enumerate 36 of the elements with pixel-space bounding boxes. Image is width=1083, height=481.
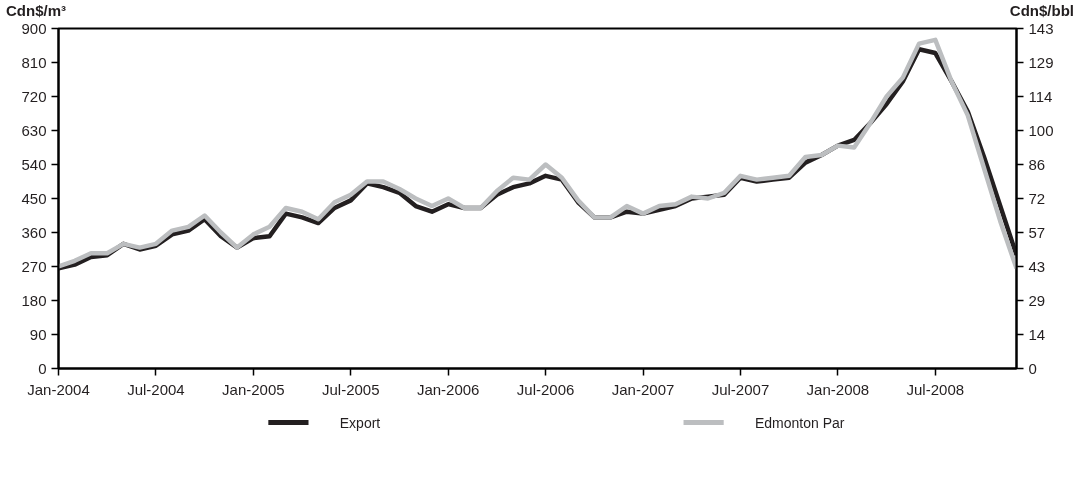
- y-tick-label: 360: [21, 223, 47, 241]
- x-tick-label: Jul-2007: [711, 380, 770, 398]
- x-tick-label: Jan-2005: [222, 380, 285, 398]
- y2-tick-label: 114: [1028, 87, 1053, 105]
- x-tick-label: Jul-2005: [322, 380, 380, 398]
- y2-tick-label: 14: [1028, 325, 1046, 343]
- y2-tick-label: 57: [1028, 223, 1046, 241]
- y2-tick-label: 29: [1028, 291, 1046, 309]
- y2-tick-label: 43: [1028, 257, 1046, 275]
- x-tick-label: Jan-2008: [806, 380, 870, 398]
- legend-label: Edmonton Par: [754, 414, 845, 431]
- legend-label: Export: [339, 414, 381, 431]
- y2-tick-label: 129: [1028, 53, 1054, 71]
- x-tick-label: Jul-2004: [127, 380, 185, 398]
- y2-tick-label: 86: [1028, 155, 1046, 173]
- y2-tick-label: 143: [1028, 19, 1054, 37]
- x-tick-label: Jul-2008: [906, 380, 965, 398]
- y2-tick-label: 0: [1028, 359, 1037, 377]
- y-tick-label: 180: [21, 291, 47, 309]
- y-tick-label: 0: [38, 359, 47, 377]
- y2-tick-label: 72: [1028, 189, 1046, 207]
- x-tick-label: Jan-2004: [27, 380, 90, 398]
- y-tick-label: 270: [21, 257, 47, 275]
- y2-axis-title: Cdn$/bbl: [1009, 1, 1074, 21]
- y-tick-label: 630: [21, 121, 47, 139]
- y-tick-label: 450: [21, 189, 47, 207]
- y-tick-label: 720: [21, 87, 47, 105]
- y-tick-label: 900: [21, 19, 47, 37]
- y2-tick-label: 100: [1028, 121, 1054, 139]
- x-tick-label: Jul-2006: [516, 380, 575, 398]
- y-tick-label: 540: [21, 155, 47, 173]
- x-tick-label: Jan-2006: [416, 380, 480, 398]
- y-axis-title: Cdn$/m³: [6, 1, 66, 21]
- x-tick-label: Jan-2007: [611, 380, 675, 398]
- y-tick-label: 810: [21, 53, 47, 71]
- y-tick-label: 90: [29, 325, 47, 343]
